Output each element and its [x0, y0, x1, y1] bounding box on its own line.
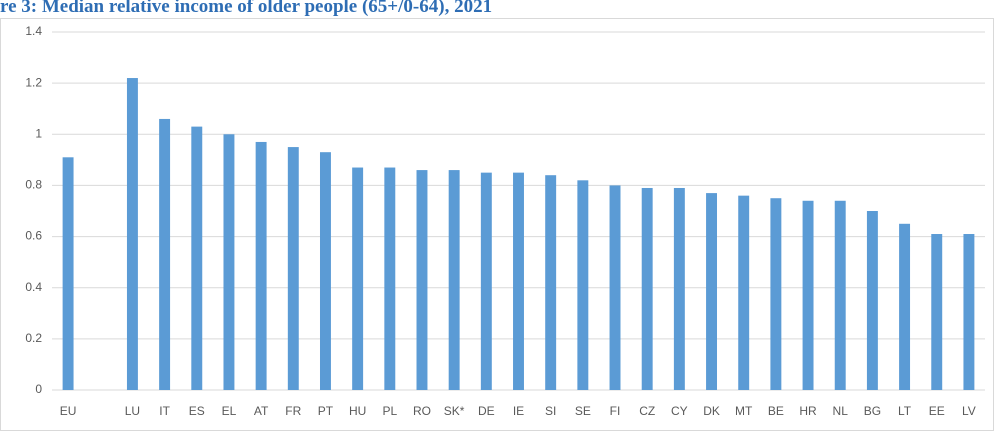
x-tick-label: HU: [349, 404, 366, 418]
x-tick-label: EE: [929, 404, 945, 418]
x-tick-label: IE: [513, 404, 524, 418]
bar: [159, 118, 171, 390]
bar: [319, 152, 331, 390]
bar: [834, 200, 846, 390]
bar: [287, 147, 299, 390]
bar: [738, 195, 750, 390]
x-tick-label: DK: [703, 404, 720, 418]
bar: [384, 167, 396, 390]
bar: [448, 170, 460, 390]
x-tick-label: CY: [671, 404, 688, 418]
y-tick-label: 1.4: [25, 24, 42, 38]
bar: [866, 211, 878, 390]
y-tick-label: 0.8: [25, 178, 42, 192]
x-tick-label: NL: [833, 404, 849, 418]
bar: [673, 187, 685, 390]
x-tick-label: EL: [222, 404, 237, 418]
bar: [191, 126, 203, 390]
bar: [641, 187, 653, 390]
chart-title: re 3: Median relative income of older pe…: [0, 0, 492, 17]
bar: [802, 200, 814, 390]
y-tick-label: 1.2: [25, 75, 42, 89]
bar: [62, 157, 74, 390]
bar: [545, 175, 557, 390]
x-tick-label: SE: [575, 404, 591, 418]
bar: [513, 172, 524, 390]
bar: [255, 141, 267, 390]
bar: [126, 78, 138, 391]
bar: [416, 170, 428, 390]
x-tick-label: CZ: [639, 404, 655, 418]
x-tick-label: SK*: [444, 404, 465, 418]
x-tick-label: LV: [962, 404, 976, 418]
x-tick-label: DE: [478, 404, 495, 418]
bar: [706, 193, 718, 390]
bar: [931, 234, 943, 390]
x-tick-label: PT: [318, 404, 334, 418]
y-tick-label: 0.2: [25, 331, 42, 345]
bar: [480, 172, 492, 390]
bar: [963, 234, 975, 390]
y-tick-label: 0.6: [25, 229, 42, 243]
x-tick-label: EU: [60, 404, 77, 418]
x-tick-label: LT: [898, 404, 912, 418]
bar: [577, 180, 589, 390]
x-tick-label: BG: [864, 404, 881, 418]
x-tick-label: SI: [545, 404, 556, 418]
x-tick-label: FI: [610, 404, 621, 418]
bar: [899, 223, 911, 390]
x-tick-label: HR: [799, 404, 817, 418]
x-tick-label: PL: [382, 404, 397, 418]
x-tick-label: MT: [735, 404, 753, 418]
x-tick-label: ES: [189, 404, 205, 418]
bar: [609, 185, 621, 390]
x-tick-label: IT: [159, 404, 170, 418]
x-tick-label: LU: [125, 404, 140, 418]
bar: [223, 134, 235, 390]
bar: [770, 198, 782, 390]
x-tick-label: BE: [768, 404, 784, 418]
x-tick-label: FR: [285, 404, 301, 418]
y-tick-label: 0.4: [25, 280, 42, 294]
y-tick-label: 0: [35, 382, 42, 396]
x-tick-label: AT: [254, 404, 269, 418]
bar: [352, 167, 364, 390]
y-tick-label: 1: [35, 126, 42, 140]
x-tick-label: RO: [413, 404, 431, 418]
